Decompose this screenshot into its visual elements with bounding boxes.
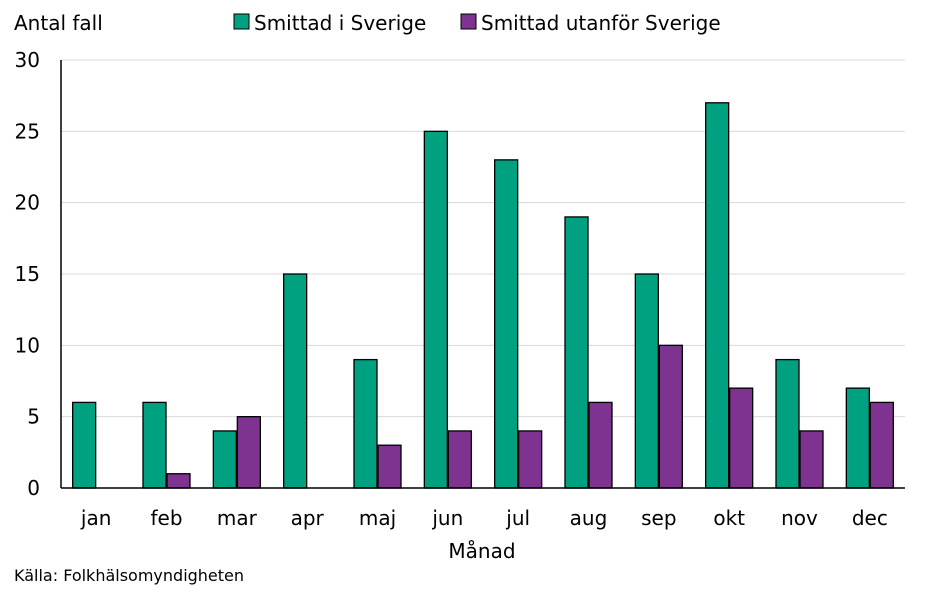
bar-sverige-aug xyxy=(564,216,589,489)
bar-utanfor-feb xyxy=(166,473,191,489)
x-tick-label: nov xyxy=(781,506,818,530)
bar-sverige-okt xyxy=(705,102,730,489)
x-tick-label: jun xyxy=(431,506,463,530)
y-axis-title: Antal fall xyxy=(14,11,103,35)
x-tick-label: sep xyxy=(641,506,676,530)
bar-sverige-mar xyxy=(212,430,237,489)
bar-sverige-apr xyxy=(283,273,308,489)
bar-utanfor-maj xyxy=(377,444,402,489)
y-tick-label: 25 xyxy=(15,119,40,143)
source-note: Källa: Folkhälsomyndigheten xyxy=(14,566,245,585)
bar-utanfor-okt xyxy=(729,387,754,489)
y-tick-label: 0 xyxy=(27,476,40,500)
gridlines xyxy=(61,59,905,418)
bar-sverige-feb xyxy=(142,401,167,489)
bar-utanfor-nov xyxy=(799,430,824,489)
x-tick-label: feb xyxy=(150,506,182,530)
y-tick-label: 5 xyxy=(27,405,40,429)
bar-sverige-jul xyxy=(494,159,519,489)
bar-sverige-sep xyxy=(634,273,659,489)
x-tick-label: jan xyxy=(80,506,112,530)
y-tick-label: 20 xyxy=(15,191,40,215)
x-tick-labels: jan feb mar apr maj jun jul aug sep okt nov dec xyxy=(80,506,888,530)
bar-utanfor-jul xyxy=(518,430,543,489)
x-tick-label: okt xyxy=(713,506,745,530)
y-tick-labels: 0 5 10 15 20 25 30 xyxy=(15,48,40,500)
x-tick-label: mar xyxy=(217,506,258,530)
legend-swatch-smittad-i-sverige xyxy=(233,13,250,30)
bar-utanfor-dec xyxy=(869,401,894,489)
y-tick-label: 15 xyxy=(15,262,40,286)
x-tick-label: jul xyxy=(505,506,530,530)
x-tick-label: maj xyxy=(359,506,396,530)
bar-utanfor-sep xyxy=(658,344,683,489)
y-tick-label: 30 xyxy=(15,48,40,72)
x-axis-title: Månad xyxy=(448,539,515,563)
bar-sverige-nov xyxy=(775,358,800,489)
bars xyxy=(72,102,894,489)
legend-label-smittad-utanfor-sverige: Smittad utanför Sverige xyxy=(481,11,721,35)
x-tick-label: aug xyxy=(570,506,608,530)
bar-sverige-jan xyxy=(72,401,97,489)
x-tick-label: dec xyxy=(852,506,888,530)
bar-utanfor-mar xyxy=(236,416,261,489)
legend: Smittad i Sverige Smittad utanför Sverig… xyxy=(233,11,721,35)
legend-swatch-smittad-utanfor-sverige xyxy=(460,13,477,30)
bar-utanfor-aug xyxy=(588,401,613,489)
legend-label-smittad-i-sverige: Smittad i Sverige xyxy=(254,11,426,35)
bar-utanfor-jun xyxy=(447,430,472,489)
x-tick-label: apr xyxy=(291,506,325,530)
bar-sverige-jun xyxy=(423,130,448,489)
axes xyxy=(60,60,905,489)
y-tick-label: 10 xyxy=(15,333,40,357)
bar-sverige-maj xyxy=(353,358,378,489)
bar-sverige-dec xyxy=(845,387,870,489)
